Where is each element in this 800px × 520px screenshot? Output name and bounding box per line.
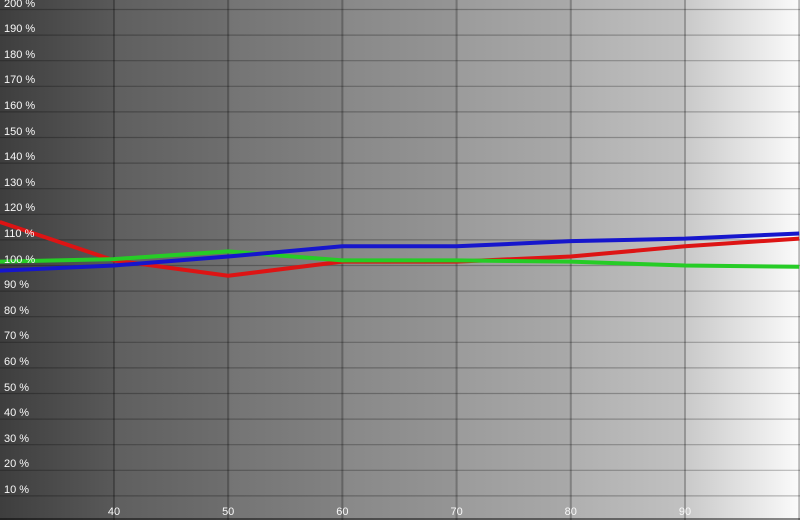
x-tick-label: 40 <box>107 506 121 518</box>
blue-series-line <box>0 231 800 273</box>
x-tick-label: 50 <box>222 506 235 518</box>
y-tick-label: 10 % <box>4 483 30 496</box>
y-tick-label: 60 % <box>4 355 30 368</box>
x-tick-label: 80 <box>564 506 577 518</box>
y-tick-label: 150 % <box>4 125 36 138</box>
y-tick-label: 130 % <box>4 176 36 189</box>
y-tick-label: 50 % <box>4 381 30 394</box>
y-tick-label: 170 % <box>4 74 36 87</box>
x-tick-label: 70 <box>450 506 463 518</box>
y-tick-label: 160 % <box>4 99 36 112</box>
red-series-line <box>0 220 800 278</box>
y-tick-label: 40 % <box>4 407 30 420</box>
y-tick-label: 70 % <box>4 330 30 343</box>
green-series-line <box>0 249 800 269</box>
y-tick-label: 200 % <box>4 0 36 10</box>
y-tick-label: 190 % <box>4 23 36 36</box>
y-tick-label: 80 % <box>4 304 30 317</box>
y-tick-label: 100 % <box>4 253 36 266</box>
y-tick-label: 90 % <box>4 279 30 292</box>
y-tick-label: 20 % <box>4 458 30 471</box>
x-tick-label: 60 <box>336 506 349 518</box>
y-tick-label: 140 % <box>4 151 36 164</box>
chart-bottom-border <box>0 518 800 520</box>
y-tick-label: 120 % <box>4 202 36 215</box>
x-tick-label: 90 <box>678 506 692 518</box>
y-tick-label: 30 % <box>4 432 30 445</box>
y-tick-label: 110 % <box>4 227 35 240</box>
y-tick-label: 180 % <box>4 48 36 61</box>
